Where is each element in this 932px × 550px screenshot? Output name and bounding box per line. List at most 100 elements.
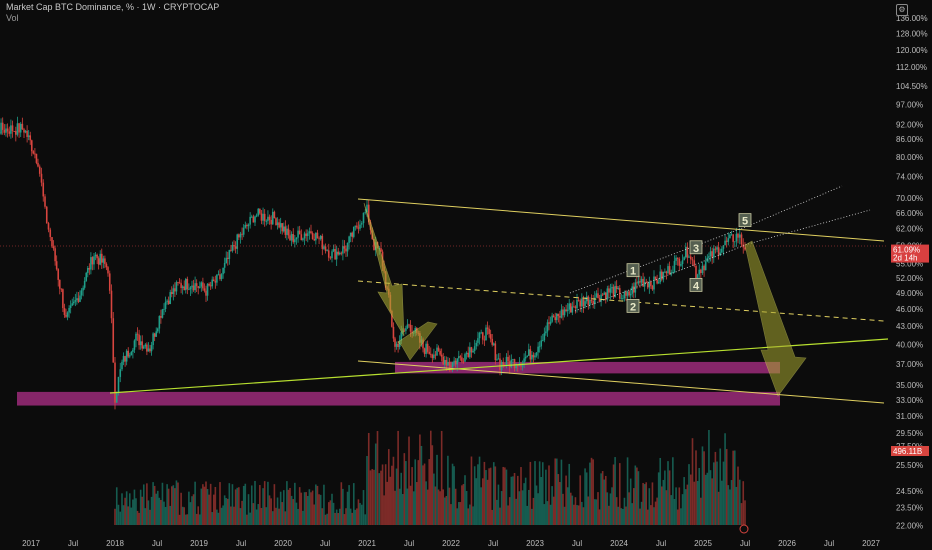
candle-body	[675, 257, 677, 261]
candle-body	[348, 236, 350, 243]
candle-body	[150, 345, 153, 352]
volume-bar	[405, 461, 407, 525]
candle-body	[573, 306, 575, 308]
candle-body	[555, 313, 558, 321]
candle-body	[112, 318, 115, 363]
volume-bar	[659, 457, 662, 525]
volume-bar	[650, 505, 652, 525]
volume-bar	[327, 502, 330, 525]
volume-bar	[464, 475, 466, 525]
volume-bar	[276, 497, 279, 525]
candle-body	[105, 263, 108, 268]
candle-body	[310, 231, 312, 234]
candle-body	[77, 298, 80, 302]
candle-body	[133, 340, 136, 350]
candle-body	[119, 369, 122, 377]
volume-bar	[268, 495, 271, 525]
candle-body	[704, 261, 707, 271]
candle-body	[492, 343, 495, 345]
candle-body	[130, 351, 133, 356]
candle-body	[469, 347, 471, 358]
volume-bar	[417, 460, 420, 525]
candle-body	[313, 238, 316, 241]
volume-bar	[192, 494, 195, 525]
x-tick-label: 2019	[190, 539, 208, 548]
volume-bar	[712, 462, 715, 525]
volume-bar	[226, 498, 229, 525]
candle-body	[480, 332, 482, 334]
candle-body	[653, 276, 655, 290]
candle-body	[121, 361, 123, 370]
candle-body	[321, 235, 324, 249]
candle-body	[319, 235, 322, 239]
volume-bar	[563, 506, 566, 525]
volume-bar	[337, 512, 340, 525]
volume-bar	[189, 502, 192, 525]
volume-bar	[665, 490, 668, 525]
candle-body	[552, 315, 555, 318]
candle-body	[23, 129, 25, 133]
candle-body	[727, 238, 730, 242]
volume-bar	[197, 506, 200, 525]
candle-body	[730, 234, 733, 236]
upper-triangle-line	[357, 198, 885, 242]
candle-body	[74, 300, 77, 302]
volume-bar	[228, 483, 231, 525]
candle-body	[395, 343, 398, 347]
volume-bar	[177, 482, 179, 525]
candle-body	[335, 251, 338, 260]
candle-body	[16, 123, 19, 135]
candle-body	[660, 271, 663, 280]
volume-bar	[124, 497, 126, 525]
candle-body	[282, 226, 285, 232]
volume-bar	[600, 473, 602, 525]
y-tick-label: 74.00%	[896, 173, 923, 182]
volume-bar	[130, 507, 133, 525]
candle-body	[0, 122, 2, 134]
candle-body	[21, 123, 24, 130]
volume-bar	[443, 497, 446, 525]
candle-body	[590, 300, 593, 301]
candle-body	[459, 356, 462, 358]
candle-body	[161, 309, 164, 318]
candle-body	[380, 248, 382, 252]
volume-bar	[373, 469, 375, 525]
candle-body	[250, 216, 253, 218]
volume-bar	[397, 430, 399, 525]
candle-body	[478, 332, 481, 339]
candle-body	[85, 272, 88, 281]
support-zones	[17, 361, 780, 406]
candle-body	[481, 332, 484, 340]
y-tick-label: 62.00%	[896, 225, 923, 234]
volume-bar	[686, 484, 689, 525]
candle-body	[717, 247, 720, 256]
candle-body	[689, 256, 692, 260]
volume-bar	[654, 501, 657, 525]
volume-bar	[305, 492, 307, 525]
y-tick-label: 136.00%	[896, 14, 928, 23]
settings-icon[interactable]: ⚙	[896, 4, 908, 16]
volume-bar	[472, 506, 474, 525]
volume-bar	[391, 465, 393, 525]
volume-bar	[615, 497, 618, 525]
volume-bar	[263, 481, 266, 525]
volume-bar	[231, 484, 234, 525]
candle-body	[149, 348, 151, 352]
volume-bar	[359, 502, 361, 525]
volume-bar	[219, 482, 221, 525]
candle-body	[598, 298, 601, 302]
candle-body	[286, 228, 288, 235]
candle-body	[636, 282, 638, 284]
volume-bar	[698, 467, 701, 525]
candle-body	[139, 341, 142, 346]
candle-body	[255, 215, 258, 217]
candle-body	[220, 274, 223, 280]
volume-bar	[348, 485, 350, 525]
candle-body	[708, 256, 710, 258]
x-tick-label: 2021	[358, 539, 376, 548]
candle-body	[34, 153, 36, 155]
projected-down-arrow	[744, 240, 807, 397]
candle-body	[308, 231, 311, 234]
volume-bar	[236, 487, 239, 525]
